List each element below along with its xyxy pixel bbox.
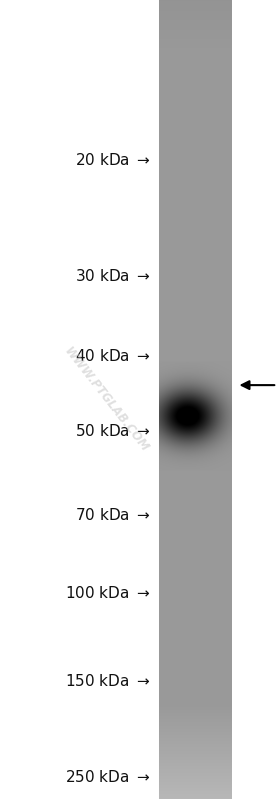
Text: WWW.PTGLAB.COM: WWW.PTGLAB.COM	[62, 344, 151, 455]
Text: 30 kDa $\rightarrow$: 30 kDa $\rightarrow$	[75, 268, 151, 284]
Text: 20 kDa $\rightarrow$: 20 kDa $\rightarrow$	[75, 152, 151, 168]
Text: 40 kDa $\rightarrow$: 40 kDa $\rightarrow$	[75, 348, 151, 364]
Text: 70 kDa $\rightarrow$: 70 kDa $\rightarrow$	[75, 507, 151, 523]
Text: 250 kDa $\rightarrow$: 250 kDa $\rightarrow$	[66, 769, 151, 785]
Text: 150 kDa $\rightarrow$: 150 kDa $\rightarrow$	[66, 673, 151, 689]
Text: 100 kDa $\rightarrow$: 100 kDa $\rightarrow$	[66, 585, 151, 601]
Text: 50 kDa $\rightarrow$: 50 kDa $\rightarrow$	[75, 423, 151, 439]
